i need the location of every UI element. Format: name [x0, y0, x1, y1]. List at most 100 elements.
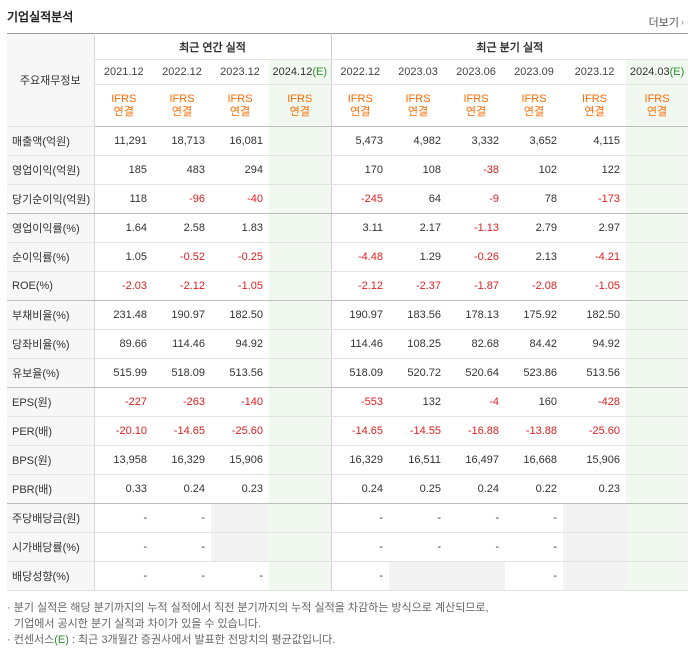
table-cell: -263: [153, 387, 211, 417]
table-cell: 294: [211, 155, 269, 185]
period-header: 2023.09: [505, 59, 564, 85]
period-label: 2022.12: [162, 66, 202, 78]
table-cell: 108: [389, 155, 448, 185]
table-cell: -96: [153, 184, 211, 214]
row-label: 당좌비율(%): [7, 329, 95, 359]
table-cell: [626, 184, 689, 214]
table-cell: [563, 532, 627, 562]
table-cell: [269, 474, 332, 504]
footnote-1-cont: 기업에서 공시한 분기 실적과 차이가 있을 수 있습니다.: [14, 618, 262, 630]
table-cell: -140: [211, 387, 269, 417]
table-cell: -: [389, 503, 448, 533]
table-cell: [269, 387, 332, 417]
table-cell: 3,652: [505, 126, 564, 156]
table-cell: 78: [505, 184, 564, 214]
table-cell: [626, 474, 689, 504]
table-cell: 513.56: [563, 358, 627, 388]
table-cell: 178.13: [447, 300, 506, 330]
table-row: 유보율(%) 515.99 518.09 513.56 518.09 520.72 520.…: [7, 358, 689, 388]
table-cell: -16.88: [447, 416, 506, 446]
table-cell: [626, 126, 689, 156]
period-header: 2023.03: [389, 59, 448, 85]
table-row: 시가배당률(%) - - - - - -: [7, 532, 689, 562]
period-header: 2023.06: [447, 59, 506, 85]
ifrs-header: IFRS 연결: [389, 84, 448, 127]
table-row: 매출액(억원) 11,291 18,713 16,081 5,473 4,982 3,332…: [7, 126, 689, 156]
table-cell: 0.23: [563, 474, 627, 504]
row-label: 시가배당률(%): [7, 532, 95, 562]
table-row: EPS(원) -227 -263 -140 -553 132 -4 160 -428: [7, 387, 689, 417]
table-cell: [563, 503, 627, 533]
row-label: 영업이익률(%): [7, 213, 95, 243]
table-cell: [269, 300, 332, 330]
table-cell: -: [94, 532, 153, 562]
table-cell: 3.11: [330, 213, 390, 243]
table-cell: -1.13: [447, 213, 506, 243]
table-cell: 102: [505, 155, 564, 185]
table-row: PBR(배) 0.33 0.24 0.23 0.24 0.25 0.24 0.22 0.23: [7, 474, 689, 504]
table-cell: [626, 271, 689, 301]
table-cell: 1.64: [94, 213, 153, 243]
row-label: 주당배당금(원): [7, 503, 95, 533]
table-cell: 160: [505, 387, 564, 417]
row-label: EPS(원): [7, 387, 95, 417]
consolidated-label: 연결: [523, 105, 545, 118]
table-cell: 122: [563, 155, 627, 185]
table-cell: 114.46: [153, 329, 211, 359]
more-link[interactable]: 더보기 ›: [649, 14, 684, 30]
table-cell: [269, 184, 332, 214]
table-cell: 190.97: [330, 300, 390, 330]
table-row: 배당성향(%) - - - - -: [7, 561, 689, 591]
footnotes: · 분기 실적은 해당 분기까지의 누적 실적에서 직전 분기까지의 누적 실적…: [7, 600, 489, 648]
table-cell: 1.05: [94, 242, 153, 272]
period-label: 2023.12: [574, 66, 615, 78]
ifrs-header: IFRS 연결: [269, 84, 332, 127]
table-cell: 18,713: [153, 126, 211, 156]
consolidated-label: 연결: [229, 105, 251, 118]
row-label: 순이익률(%): [7, 242, 95, 272]
table-cell: 11,291: [94, 126, 153, 156]
table-cell: 16,511: [389, 445, 448, 475]
table-cell: [269, 126, 332, 156]
table-cell: -: [211, 561, 269, 591]
estimate-mark: (E): [312, 66, 327, 78]
table-cell: [269, 416, 332, 446]
table-cell: -: [505, 503, 564, 533]
table-cell: -13.88: [505, 416, 564, 446]
table-cell: 231.48: [94, 300, 153, 330]
row-label: 유보율(%): [7, 358, 95, 388]
table-cell: 4,115: [563, 126, 627, 156]
row-label: 부채비율(%): [7, 300, 95, 330]
table-cell: 0.22: [505, 474, 564, 504]
table-cell: 132: [389, 387, 448, 417]
table-cell: 16,329: [153, 445, 211, 475]
table-cell: [626, 532, 689, 562]
period-header: 2022.12: [330, 59, 390, 85]
table-cell: 118: [94, 184, 153, 214]
table-cell: 15,906: [211, 445, 269, 475]
row-label: 영업이익(억원): [7, 155, 95, 185]
table-cell: -38: [447, 155, 506, 185]
consolidated-label: 연결: [465, 105, 487, 118]
table-row: 영업이익(억원) 185 483 294 170 108 -38 102 122: [7, 155, 689, 185]
period-header: 2022.12: [153, 59, 211, 85]
table-cell: -245: [330, 184, 390, 214]
table-cell: [389, 561, 448, 591]
table-cell: [269, 242, 332, 272]
row-label: 매출액(억원): [7, 126, 95, 156]
table-row: 영업이익률(%) 1.64 2.58 1.83 3.11 2.17 -1.13 2.79 2.9…: [7, 213, 689, 243]
table-cell: -2.37: [389, 271, 448, 301]
table-cell: -: [330, 561, 390, 591]
ifrs-label: IFRS: [287, 92, 313, 105]
table-cell: [269, 503, 332, 533]
table-cell: 0.33: [94, 474, 153, 504]
table-cell: -14.55: [389, 416, 448, 446]
table-cell: 182.50: [211, 300, 269, 330]
period-label: 2023.06: [456, 66, 496, 78]
table-cell: -2.08: [505, 271, 564, 301]
ifrs-header: IFRS 연결: [153, 84, 211, 127]
table-cell: 1.29: [389, 242, 448, 272]
table-cell: [626, 561, 689, 591]
footnote-2-prefix: · 컨센서스: [7, 634, 55, 646]
table-row: 부채비율(%) 231.48 190.97 182.50 190.97 183.56 178…: [7, 300, 689, 330]
